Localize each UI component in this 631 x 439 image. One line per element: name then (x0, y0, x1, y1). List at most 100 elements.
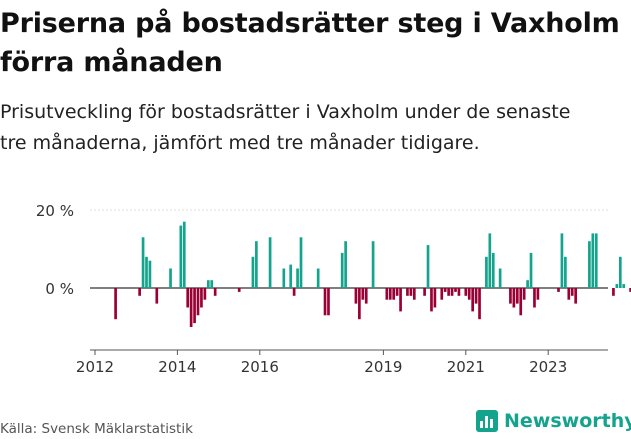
bar (385, 288, 389, 300)
bar (189, 288, 193, 327)
bar (203, 288, 207, 300)
bar (155, 288, 159, 304)
source-note: Källa: Svensk Mäklarstatistik (0, 421, 193, 437)
bar (529, 252, 533, 288)
bar (498, 268, 502, 288)
bar (213, 288, 217, 296)
bar (412, 288, 416, 300)
bar (251, 256, 255, 288)
bar (138, 288, 141, 296)
bar (612, 288, 615, 296)
bar (512, 288, 516, 308)
bar (526, 280, 529, 288)
bar (141, 237, 145, 288)
bar (557, 288, 560, 292)
bar (485, 256, 488, 288)
bar (361, 288, 365, 300)
bar (196, 288, 200, 316)
bar (282, 268, 286, 288)
bar (316, 268, 320, 288)
bar (615, 284, 619, 288)
bar (515, 288, 519, 304)
x-axis: 2012 2014 2016 2019 2021 2023 (76, 349, 608, 376)
bar (423, 288, 426, 296)
chart-bars (114, 221, 631, 327)
bar (323, 288, 327, 316)
bar (509, 288, 512, 304)
bar (467, 288, 471, 300)
bar (409, 288, 413, 296)
bar (570, 288, 574, 296)
chart-title: Priserna på bostadsrätter steg i Vaxholm… (0, 8, 620, 78)
bar (255, 241, 258, 288)
bar (536, 288, 540, 300)
chart-subtitle: Prisutveckling för bostadsrätter i Vaxho… (0, 101, 571, 154)
bar (186, 288, 190, 308)
newsworthy-logo-icon (476, 410, 498, 432)
bar (237, 288, 241, 292)
bar (533, 288, 536, 308)
bar (145, 256, 148, 288)
bar (292, 288, 296, 296)
bar (594, 233, 598, 288)
bar (371, 241, 375, 288)
bar (574, 288, 578, 304)
bar (443, 288, 447, 292)
bar (478, 288, 481, 320)
bar (399, 288, 402, 312)
bar (299, 237, 303, 288)
bar (344, 241, 347, 288)
brand-logo[interactable]: Newsworthy (476, 407, 631, 435)
bar (588, 241, 591, 288)
bar (210, 280, 214, 288)
bar (206, 280, 210, 288)
bar (464, 288, 468, 296)
bar (454, 288, 457, 292)
bar (457, 288, 461, 296)
bar (440, 288, 444, 300)
x-tick-label: 2012 (76, 358, 114, 376)
x-tick-label: 2019 (364, 358, 402, 376)
bar (364, 288, 368, 304)
bar (388, 288, 392, 300)
x-tick-label: 2021 (447, 358, 485, 376)
bar (426, 245, 430, 288)
bar (182, 221, 186, 288)
bar (392, 288, 396, 300)
bar (618, 256, 622, 288)
bar (296, 268, 299, 288)
y-axis-labels: 20 % 0 % (36, 202, 74, 298)
bar (148, 260, 152, 288)
bar (629, 288, 631, 292)
bar (522, 288, 526, 300)
bar (488, 233, 492, 288)
bar (327, 288, 330, 316)
bar (200, 288, 203, 308)
x-tick-label: 2023 (529, 358, 567, 376)
bar (358, 288, 361, 320)
y-tick-label: 20 % (36, 202, 74, 220)
bar (114, 288, 117, 320)
bar (560, 233, 564, 288)
bar (519, 288, 523, 316)
bar (433, 288, 437, 308)
bar (591, 233, 595, 288)
bar (471, 288, 475, 312)
brand-name: Newsworthy (504, 410, 631, 432)
x-tick-label: 2014 (158, 358, 196, 376)
bar (474, 288, 478, 304)
bar (430, 288, 433, 312)
bar (169, 268, 172, 288)
bar (491, 252, 495, 288)
bar (450, 288, 454, 296)
bar (179, 225, 183, 288)
bar (564, 256, 567, 288)
y-tick-label: 0 % (45, 280, 74, 298)
x-tick-label: 2016 (241, 358, 279, 376)
bar (268, 237, 272, 288)
bar (395, 288, 399, 296)
bar (340, 252, 344, 288)
bar (354, 288, 358, 304)
bar (406, 288, 409, 296)
